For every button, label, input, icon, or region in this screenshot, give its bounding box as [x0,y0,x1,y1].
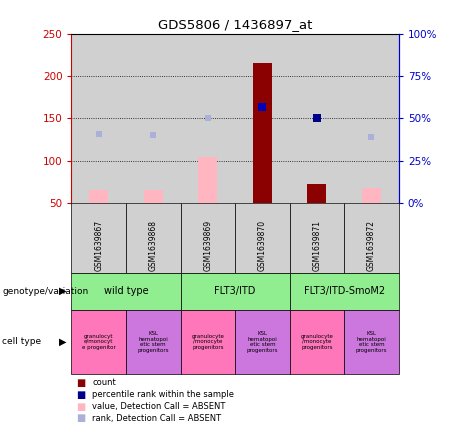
Text: ■: ■ [76,378,85,388]
Text: granulocyte
/monocyte
progenitors: granulocyte /monocyte progenitors [191,334,224,350]
Text: GSM1639869: GSM1639869 [203,220,213,271]
Text: count: count [92,378,116,387]
Text: ■: ■ [76,413,85,423]
Text: ■: ■ [76,401,85,412]
Text: GSM1639871: GSM1639871 [313,220,321,271]
Text: ▶: ▶ [59,337,66,347]
Text: FLT3/ITD-SmoM2: FLT3/ITD-SmoM2 [304,286,385,296]
Bar [235,34,290,203]
Text: granulocyt
e/monocyt
e progenitor: granulocyt e/monocyt e progenitor [82,334,116,350]
Text: GSM1639870: GSM1639870 [258,220,267,271]
Text: ■: ■ [76,390,85,400]
Bar [253,63,272,203]
Bar [290,34,344,203]
Text: GSM1639867: GSM1639867 [94,220,103,271]
Text: genotype/variation: genotype/variation [2,287,89,296]
Bar [126,34,181,203]
Bar [144,190,163,203]
Bar [307,184,326,203]
Text: FLT3/ITD: FLT3/ITD [214,286,256,296]
Text: rank, Detection Call = ABSENT: rank, Detection Call = ABSENT [92,414,221,423]
Bar [71,34,126,203]
Text: percentile rank within the sample: percentile rank within the sample [92,390,234,399]
Text: KSL
hematopoi
etic stem
progenitors: KSL hematopoi etic stem progenitors [356,331,387,353]
Title: GDS5806 / 1436897_at: GDS5806 / 1436897_at [158,18,312,31]
Text: GSM1639868: GSM1639868 [149,220,158,271]
Text: cell type: cell type [2,338,41,346]
Text: ▶: ▶ [59,286,66,296]
Text: wild type: wild type [104,286,148,296]
Bar [89,190,108,203]
Bar [344,34,399,203]
Bar [198,157,218,203]
Text: granulocyte
/monocyte
progenitors: granulocyte /monocyte progenitors [301,334,333,350]
Bar [181,34,235,203]
Text: value, Detection Call = ABSENT: value, Detection Call = ABSENT [92,402,225,411]
Text: KSL
hematopoi
etic stem
progenitors: KSL hematopoi etic stem progenitors [137,331,169,353]
Text: GSM1639872: GSM1639872 [367,220,376,271]
Bar [362,188,381,203]
Text: KSL
hematopoi
etic stem
progenitors: KSL hematopoi etic stem progenitors [247,331,278,353]
